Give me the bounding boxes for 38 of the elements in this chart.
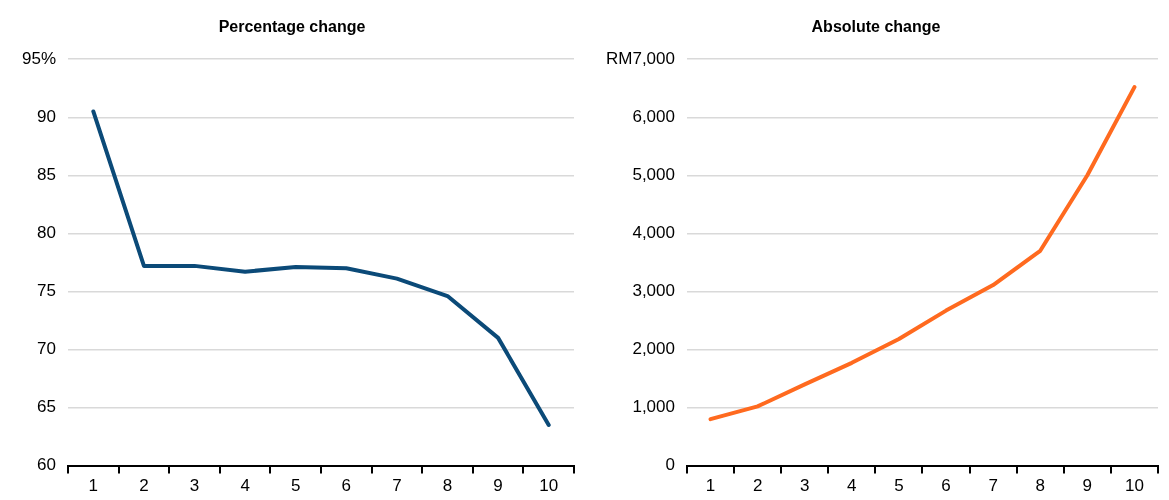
x-tick-label: 10: [539, 476, 559, 496]
x-tick-label: 2: [752, 476, 763, 496]
x-tick-label: 8: [1035, 476, 1045, 496]
y-tick-label: 6,000: [632, 106, 675, 126]
x-tick-label: 8: [442, 476, 453, 496]
y-tick-label: 90: [37, 106, 57, 126]
y-tick-label: 70: [37, 339, 57, 359]
x-tick-label: 1: [88, 476, 99, 496]
y-tick-label: 75: [37, 281, 57, 301]
chart-title: Percentage change: [218, 18, 366, 36]
x-tick-label: 3: [189, 476, 200, 496]
y-tick-label: RM7,000: [606, 48, 675, 68]
x-tick-label: 3: [800, 476, 810, 496]
x-tick-label: 6: [941, 476, 951, 496]
x-tick-label: 7: [392, 476, 402, 496]
y-tick-label: 5,000: [632, 165, 675, 184]
x-tick-label: 5: [290, 476, 301, 496]
y-tick-label: 85: [37, 165, 57, 184]
x-tick-label: 1: [705, 476, 716, 496]
y-tick-label: 2,000: [632, 339, 675, 359]
y-tick-label: 1,000: [632, 397, 675, 417]
x-tick-label: 7: [988, 476, 998, 496]
y-tick-label: 60: [37, 455, 57, 475]
y-tick-label: 3,000: [632, 281, 675, 301]
y-tick-label: 80: [37, 223, 57, 243]
y-tick-label: 95%: [21, 48, 57, 68]
x-tick-label: 2: [139, 476, 149, 496]
x-tick-label: 4: [847, 476, 857, 496]
x-tick-label: 10: [1124, 476, 1144, 496]
y-tick-label: 0: [665, 455, 675, 475]
x-tick-label: 4: [240, 476, 250, 496]
y-tick-label: 4,000: [632, 223, 675, 243]
y-tick-label: 65: [37, 397, 57, 417]
x-tick-label: 5: [894, 476, 904, 496]
x-tick-label: 9: [1082, 476, 1093, 496]
x-tick-label: 9: [493, 476, 503, 496]
x-tick-label: 6: [341, 476, 352, 496]
chart-title: Absolute change: [811, 18, 941, 36]
